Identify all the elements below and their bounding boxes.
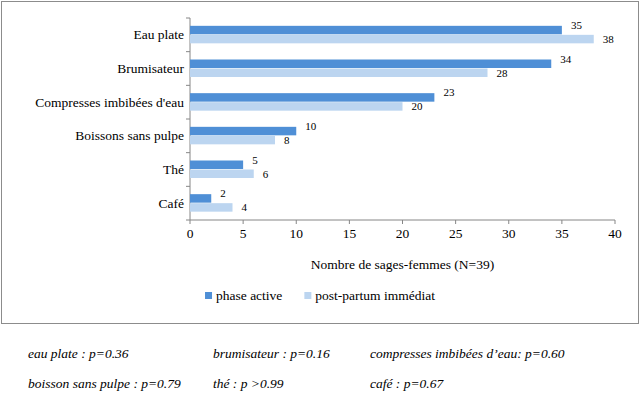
annotation: boisson sans pulpe : p=0.79 bbox=[28, 376, 181, 391]
data-label: 28 bbox=[497, 67, 509, 79]
annotation: compresses imbibées d’eau: p=0.60 bbox=[370, 346, 565, 361]
x-tick bbox=[243, 220, 244, 224]
legend-label: post-partum immédiat bbox=[315, 288, 435, 303]
bars bbox=[190, 26, 594, 212]
bar bbox=[190, 35, 594, 44]
y-tick bbox=[186, 18, 190, 19]
bar bbox=[190, 136, 275, 145]
data-label: 2 bbox=[220, 187, 226, 199]
x-tick-label: 40 bbox=[608, 226, 622, 241]
data-label: 35 bbox=[571, 19, 583, 31]
category-label: Thé bbox=[163, 162, 184, 177]
bar bbox=[190, 26, 562, 35]
x-tick-label: 15 bbox=[343, 226, 357, 241]
x-tick bbox=[296, 220, 297, 224]
data-label: 23 bbox=[443, 86, 455, 98]
x-tick bbox=[190, 220, 191, 224]
data-label: 20 bbox=[412, 100, 424, 112]
bar bbox=[190, 203, 233, 212]
x-tick-label: 35 bbox=[555, 226, 569, 241]
category-label: Boissons sans pulpe bbox=[75, 128, 184, 143]
chart: Eau plate Brumisateur Compresses imbibées … bbox=[0, 0, 640, 402]
data-label: 8 bbox=[284, 134, 290, 146]
y-tick bbox=[186, 152, 190, 153]
x-tick-label: 5 bbox=[240, 226, 247, 241]
x-tick bbox=[561, 220, 562, 224]
legend-label: phase active bbox=[216, 288, 282, 303]
legend-swatch bbox=[205, 292, 212, 299]
x-tick bbox=[455, 220, 456, 224]
category-label: Eau plate bbox=[133, 27, 184, 42]
bar bbox=[190, 127, 296, 136]
x-tick-label: 0 bbox=[187, 226, 194, 241]
bar bbox=[190, 161, 243, 170]
x-tick-label: 20 bbox=[396, 226, 410, 241]
category-label: Café bbox=[159, 196, 184, 211]
x-tick bbox=[508, 220, 509, 224]
y-tick bbox=[186, 85, 190, 86]
bar bbox=[190, 194, 211, 203]
data-label: 6 bbox=[263, 168, 269, 180]
annotation: brumisateur : p=0.16 bbox=[213, 346, 330, 361]
data-label: 4 bbox=[242, 201, 248, 213]
category-label: Brumisateur bbox=[117, 61, 184, 76]
x-tick-label: 30 bbox=[502, 226, 516, 241]
bar bbox=[190, 102, 403, 111]
y-tick bbox=[186, 51, 190, 52]
data-labels: 35 34 23 10 5 2 38 28 20 8 6 4 bbox=[220, 19, 614, 213]
chart-frame bbox=[2, 2, 639, 324]
legend-swatch bbox=[304, 292, 311, 299]
category-label: Compresses imbibées d'eau bbox=[35, 95, 184, 110]
x-tick bbox=[349, 220, 350, 224]
y-tick bbox=[186, 220, 190, 221]
annotation: café : p=0.67 bbox=[370, 376, 444, 391]
x-tick bbox=[615, 220, 616, 224]
legend: phase active post-partum immédiat bbox=[205, 288, 435, 303]
bar bbox=[190, 93, 434, 102]
data-label: 34 bbox=[560, 53, 572, 65]
annotation: thé : p >0.99 bbox=[213, 376, 284, 391]
x-tick-label: 25 bbox=[449, 226, 463, 241]
data-label: 38 bbox=[603, 33, 615, 45]
y-tick bbox=[186, 119, 190, 120]
data-label: 10 bbox=[305, 120, 317, 132]
y-tick bbox=[186, 186, 190, 187]
x-tick-label: 10 bbox=[290, 226, 304, 241]
bar bbox=[190, 69, 488, 78]
data-label: 5 bbox=[252, 154, 258, 166]
bar bbox=[190, 170, 254, 179]
x-tick bbox=[402, 220, 403, 224]
x-axis-title: Nombre de sages-femmes (N=39) bbox=[311, 257, 494, 272]
annotation: eau plate : p=0.36 bbox=[28, 346, 129, 361]
